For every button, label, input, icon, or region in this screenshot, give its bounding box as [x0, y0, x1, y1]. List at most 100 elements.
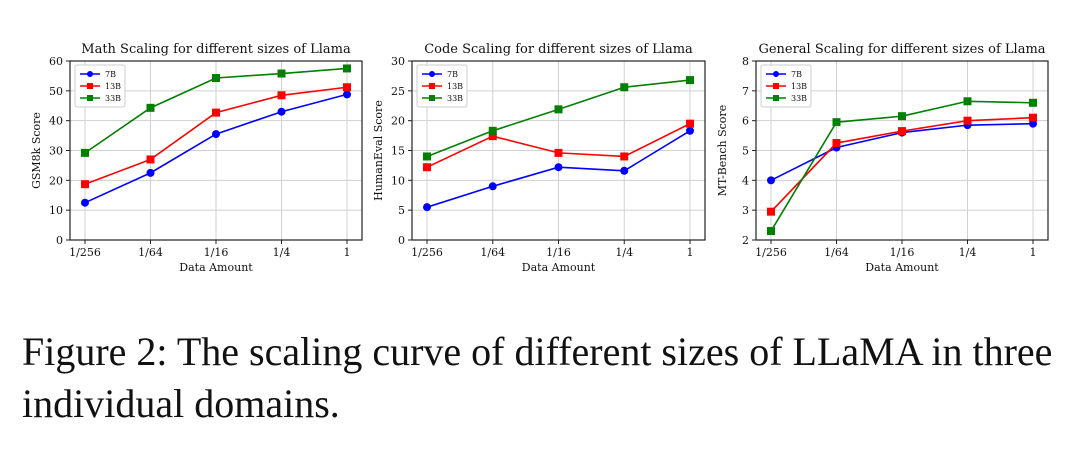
chart-panel-1: 0 10 20 30 40 50 60 1/256 1/64 1/16 1/4 1 Math Scali… [30, 42, 363, 274]
y-tick-label: 15 [391, 145, 405, 158]
series-13b-point [343, 83, 351, 92]
chart-title: Code Scaling for different sizes of Llam… [424, 42, 693, 57]
series-33b-point [554, 105, 563, 114]
y-tick-label: 0 [398, 234, 405, 247]
y-tick-label: 50 [49, 85, 63, 98]
y-axis-label: GSM8k Score [30, 112, 43, 189]
y-tick-label: 10 [49, 204, 63, 217]
series-13b-point [832, 139, 841, 148]
series-7b-point [620, 166, 629, 175]
legend-entry-label: 13B [791, 82, 807, 91]
y-tick-label: 20 [391, 115, 405, 128]
x-tick-label: 1/4 [959, 246, 977, 259]
x-tick-label: 1/256 [755, 246, 787, 259]
legend-swatch-marker [773, 95, 779, 101]
y-axis-label: MT-Bench Score [716, 105, 729, 196]
y-tick-label: 40 [49, 115, 63, 128]
legend-swatch-marker [773, 83, 779, 89]
y-tick-label: 5 [398, 204, 405, 217]
x-tick-label: 1/64 [480, 246, 505, 259]
series-7b-point [343, 90, 351, 99]
series-33b-point [81, 148, 89, 157]
series-7b-point [81, 198, 89, 207]
series-33b-point [1029, 98, 1037, 107]
legend-swatch-marker [87, 83, 93, 89]
y-tick-label: 60 [49, 55, 63, 68]
series-33b-point [832, 118, 841, 127]
series-33b-point [423, 152, 431, 161]
chart-panel-3: 2 3 4 5 6 7 8 1/256 1/64 1/16 1/4 1 General Scaling … [716, 42, 1049, 274]
x-tick-label: 1 [1030, 246, 1037, 259]
chart-title: General Scaling for different sizes of L… [758, 42, 1045, 57]
y-tick-label: 10 [391, 174, 405, 187]
series-13b-point [963, 116, 972, 125]
y-tick-label: 5 [742, 145, 749, 158]
series-13b-point [620, 152, 629, 161]
figure-caption: Figure 2: The scaling curve of different… [22, 329, 1053, 426]
y-tick-label: 30 [49, 145, 63, 158]
legend-entry-label: 33B [105, 94, 121, 103]
series-13b-point [767, 207, 775, 216]
legend-swatch-marker [87, 71, 93, 77]
y-tick-label: 4 [742, 174, 749, 187]
x-tick-label: 1/16 [890, 246, 915, 259]
x-tick-label: 1/64 [138, 246, 163, 259]
x-tick-label: 1 [687, 246, 694, 259]
series-13b-point [1029, 113, 1037, 122]
legend: 7B 13B 33B [74, 64, 126, 108]
series-33b-point [146, 103, 155, 112]
legend: 7B 13B 33B [416, 64, 468, 108]
y-tick-label: 20 [49, 174, 63, 187]
legend-entry-label: 7B [447, 70, 458, 79]
legend-swatch-marker [429, 83, 435, 89]
x-tick-label: 1/64 [824, 246, 849, 259]
chart-title: Math Scaling for different sizes of Llam… [81, 42, 351, 57]
legend-swatch-marker [429, 71, 435, 77]
legend: 7B 13B 33B [760, 64, 812, 108]
x-tick-label: 1/16 [546, 246, 571, 259]
series-33b-point [963, 97, 972, 106]
y-axis-label: HumanEval Score [372, 100, 385, 201]
series-7b-point [488, 182, 497, 191]
series-7b-point [767, 176, 775, 185]
x-axis-label: Data Amount [179, 261, 253, 274]
series-33b-point [898, 112, 906, 121]
legend-entry-label: 7B [105, 70, 116, 79]
x-tick-label: 1/256 [69, 246, 101, 259]
legend-entry-label: 33B [791, 94, 807, 103]
series-13b-point [212, 108, 220, 117]
x-tick-label: 1 [344, 246, 351, 259]
series-13b-point [277, 91, 286, 100]
series-33b-point [212, 74, 220, 83]
series-33b-point [277, 69, 286, 78]
y-tick-label: 0 [56, 234, 63, 247]
series-33b-point [686, 76, 694, 85]
series-7b-point [423, 203, 431, 212]
y-tick-label: 2 [742, 234, 749, 247]
legend-entry-label: 13B [447, 82, 463, 91]
y-tick-label: 3 [742, 204, 749, 217]
series-33b-point [343, 64, 351, 73]
y-tick-label: 7 [742, 85, 749, 98]
series-13b-point [898, 127, 906, 136]
series-13b-point [81, 180, 89, 189]
series-7b-point [146, 168, 155, 177]
y-tick-label: 25 [391, 85, 405, 98]
legend-entry-label: 7B [791, 70, 802, 79]
series-33b-point [488, 126, 497, 135]
legend-swatch-marker [429, 95, 435, 101]
series-13b-point [554, 148, 563, 157]
x-axis-label: Data Amount [865, 261, 939, 274]
legend-swatch-marker [773, 71, 779, 77]
series-7b-point [212, 130, 220, 139]
y-tick-label: 30 [391, 55, 405, 68]
series-7b-point [277, 107, 286, 116]
x-tick-label: 1/4 [615, 246, 633, 259]
x-tick-label: 1/4 [273, 246, 291, 259]
x-tick-label: 1/16 [204, 246, 229, 259]
legend-entry-label: 33B [447, 94, 463, 103]
x-axis-label: Data Amount [522, 261, 596, 274]
series-13b-point [146, 155, 155, 164]
series-7b-point [554, 163, 563, 172]
series-33b-point [767, 227, 775, 236]
